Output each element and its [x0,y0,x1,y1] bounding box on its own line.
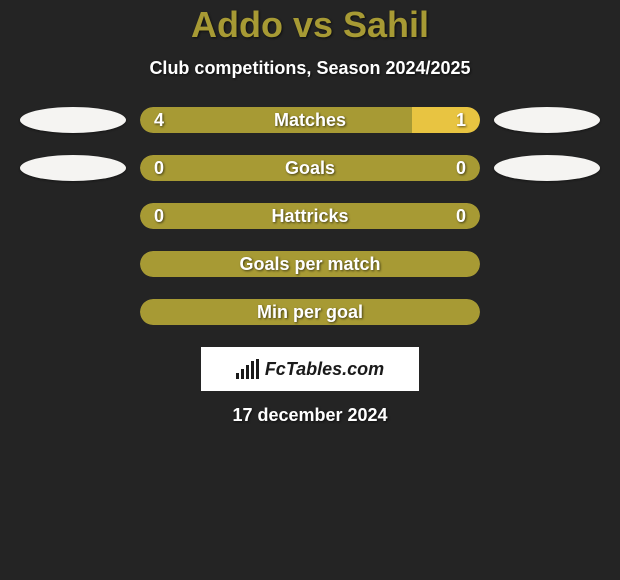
watermark: FcTables.com [201,347,419,391]
watermark-text: FcTables.com [265,359,384,380]
stat-row: 0Hattricks0 [0,203,620,229]
stat-value-right: 1 [456,110,466,131]
player-badge-left [20,155,126,181]
stat-value-right: 0 [456,158,466,179]
stat-label: Min per goal [140,302,480,323]
stat-bar: 0Hattricks0 [140,203,480,229]
stat-bar: 0Goals0 [140,155,480,181]
stat-rows: 4Matches10Goals00Hattricks0Goals per mat… [0,107,620,325]
stat-bar: 4Matches1 [140,107,480,133]
stat-label: Matches [140,110,480,131]
player-badge-left [20,107,126,133]
page-title: Addo vs Sahil [0,4,620,46]
stat-row: 4Matches1 [0,107,620,133]
stat-bar: Goals per match [140,251,480,277]
stat-value-right: 0 [456,206,466,227]
chart-icon [236,359,259,379]
stat-row: Goals per match [0,251,620,277]
stat-row: Min per goal [0,299,620,325]
stat-row: 0Goals0 [0,155,620,181]
stat-label: Goals per match [140,254,480,275]
comparison-infographic: Addo vs Sahil Club competitions, Season … [0,0,620,426]
date-text: 17 december 2024 [0,405,620,426]
subtitle: Club competitions, Season 2024/2025 [0,58,620,79]
player-badge-right [494,107,600,133]
stat-bar: Min per goal [140,299,480,325]
stat-label: Hattricks [140,206,480,227]
stat-label: Goals [140,158,480,179]
player-badge-right [494,155,600,181]
